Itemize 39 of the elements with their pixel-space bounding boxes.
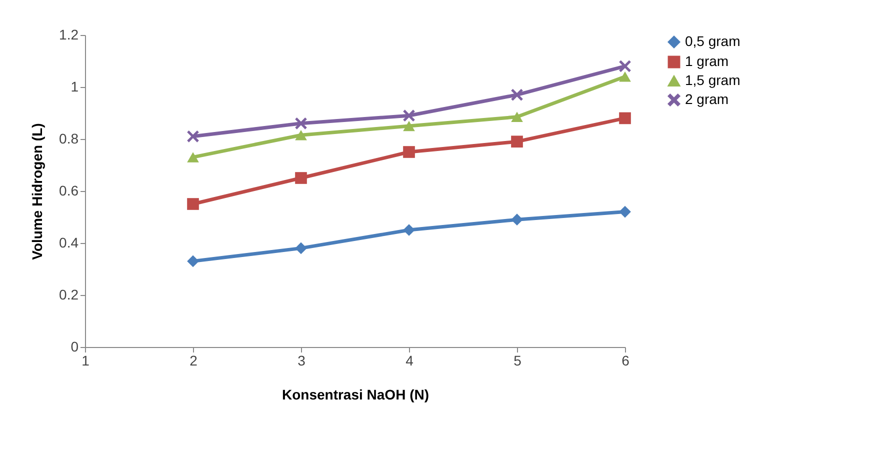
x-tick-label: 2	[190, 352, 198, 368]
point	[187, 255, 199, 268]
point	[619, 112, 631, 124]
x-tick-label: 6	[622, 352, 630, 368]
point	[619, 206, 631, 218]
y-tick-label: 1.2	[59, 26, 79, 42]
x-axis-title: Konsentrasi NaOH (N)	[282, 386, 430, 402]
x-tick-label: 5	[514, 352, 522, 368]
point	[295, 117, 307, 130]
point	[295, 130, 307, 140]
point	[403, 146, 415, 158]
y-tick-label: 0.6	[59, 182, 79, 198]
y-tick-label: 0.8	[59, 130, 79, 146]
legend-label: 1,5 gram	[685, 72, 740, 88]
legend-label: 1 gram	[685, 53, 729, 69]
y-tick-label: 1	[70, 78, 79, 94]
point	[187, 130, 199, 142]
point	[295, 172, 307, 184]
point	[403, 120, 415, 132]
x-tick-label: 1	[82, 352, 90, 368]
y-tick-label: 0	[70, 338, 79, 354]
point	[511, 214, 523, 226]
point	[511, 136, 523, 148]
point	[403, 110, 415, 122]
legend-label: 2 gram	[685, 91, 729, 107]
point	[511, 88, 523, 101]
point	[187, 198, 199, 210]
point	[511, 112, 523, 122]
legend-label: 0,5 gram	[685, 33, 740, 49]
x-tick-label: 3	[298, 352, 306, 368]
y-tick-label: 0.2	[59, 286, 79, 302]
x-tick-label: 4	[406, 352, 414, 368]
point	[403, 224, 415, 236]
point	[295, 242, 307, 254]
point	[187, 152, 199, 162]
point	[619, 71, 631, 82]
y-tick-label: 0.4	[59, 234, 79, 250]
y-axis-title: Volume Hidrogen (L)	[29, 123, 46, 260]
point	[619, 60, 631, 72]
